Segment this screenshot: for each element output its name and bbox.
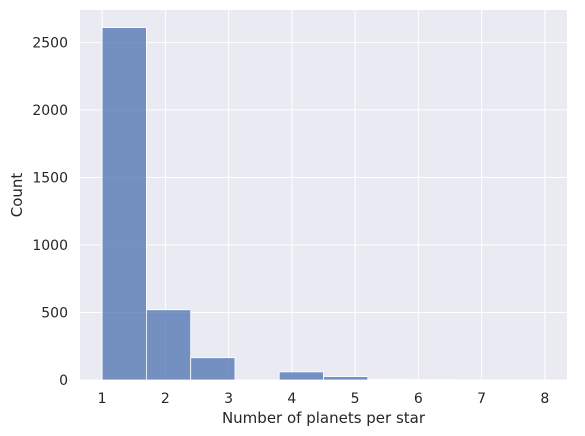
y-tick-label: 0 [59,373,68,389]
x-tick-label: 6 [414,391,423,407]
y-tick-label: 2000 [32,103,68,119]
x-axis-ticks: 1 2 3 4 5 6 7 8 [98,391,550,407]
x-tick-label: 1 [98,391,107,407]
histogram-bar [323,376,369,381]
histogram-bar [146,309,192,381]
y-tick-label: 500 [41,305,68,321]
histogram-bars [101,27,546,381]
y-tick-label: 1000 [32,238,68,254]
y-axis-ticks: 0 500 1000 1500 2000 2500 [32,35,68,389]
x-tick-label: 8 [540,391,549,407]
y-axis-label: Count [8,173,26,218]
histogram-bar [367,378,413,381]
x-tick-label: 3 [224,391,233,407]
x-tick-label: 2 [161,391,170,407]
x-tick-label: 7 [477,391,486,407]
x-tick-label: 5 [351,391,360,407]
y-tick-label: 1500 [32,170,68,186]
histogram-bar [190,357,236,381]
y-tick-label: 2500 [32,35,68,51]
x-axis-label: Number of planets per star [222,409,426,427]
histogram-bar [278,371,324,381]
x-tick-label: 4 [287,391,296,407]
histogram-bar [101,27,147,381]
